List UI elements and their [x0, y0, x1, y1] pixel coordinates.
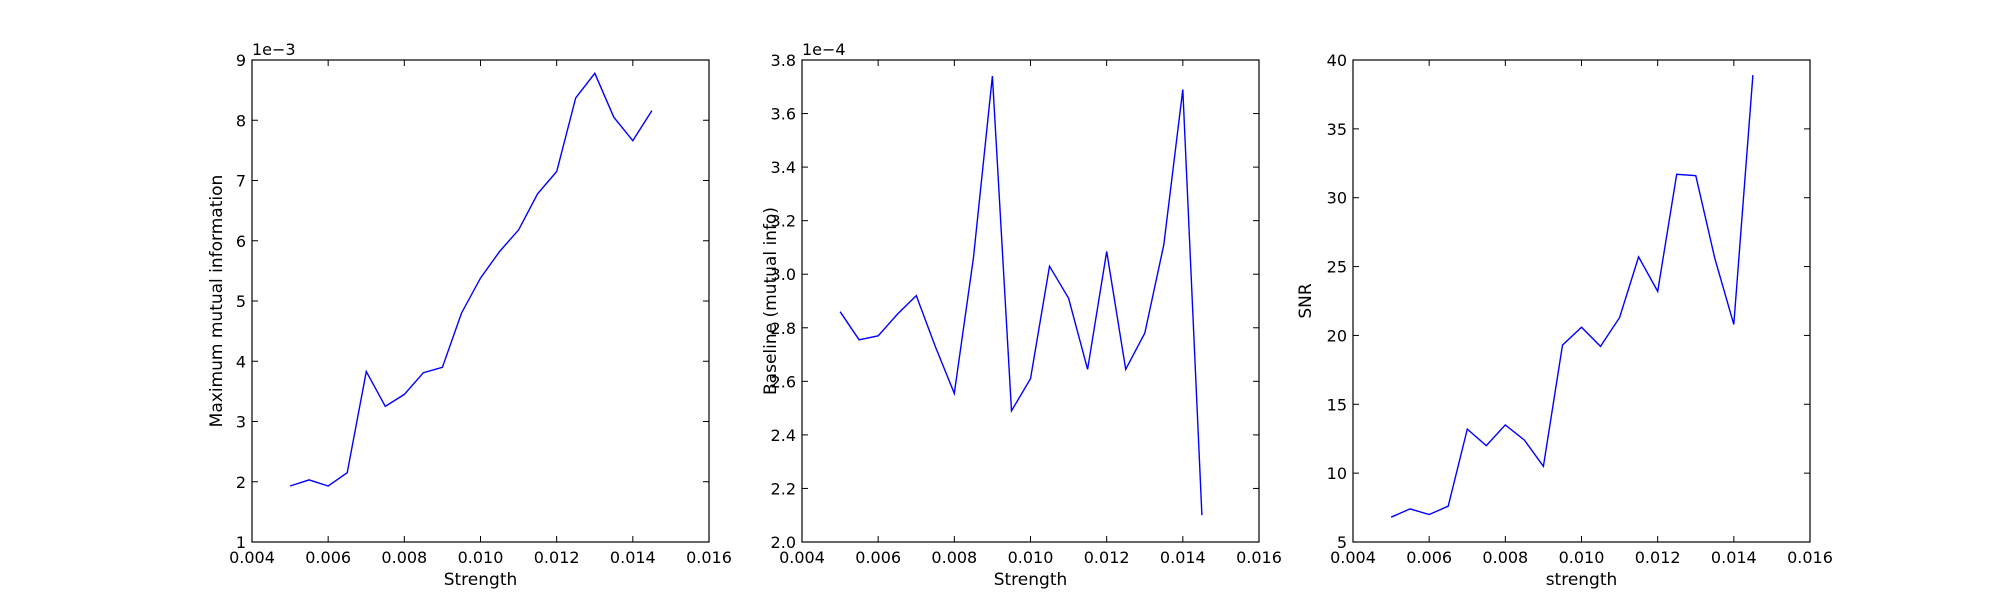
x-tick-label: 0.016 [1787, 548, 1833, 567]
x-tick-label: 0.010 [458, 548, 504, 567]
y-tick-label: 6 [236, 232, 246, 251]
y-tick-label: 8 [236, 111, 246, 130]
x-tick-label: 0.004 [779, 548, 825, 567]
x-tick-label: 0.014 [1160, 548, 1206, 567]
y-tick-label: 2 [236, 473, 246, 492]
axis-multiplier: 1e−3 [252, 40, 296, 59]
chart-panel-2: 0.004 0.006 0.008 0.010 0.012 0.014 0.016 2.0 2.… [761, 40, 1282, 590]
x-tick-label: 0.008 [381, 548, 427, 567]
y-tick-label: 7 [236, 172, 246, 191]
y-tick-label: 15 [1327, 395, 1347, 414]
plot-frame [251, 59, 710, 543]
x-tick-label: 0.006 [1406, 548, 1452, 567]
x-tick-label: 0.012 [1084, 548, 1130, 567]
x-axis-label: Strength [994, 570, 1068, 590]
y-tick-label: 20 [1327, 326, 1347, 345]
y-tick-label: 2.2 [771, 479, 796, 498]
x-tick-label: 0.016 [1236, 548, 1282, 567]
series-line [839, 76, 1203, 516]
x-tick-label: 0.012 [534, 548, 580, 567]
y-tick-label: 4 [236, 352, 246, 371]
y-tick-label: 40 [1327, 51, 1347, 70]
y-tick-label: 5 [1337, 533, 1347, 552]
x-tick-label: 0.014 [1711, 548, 1757, 567]
x-tick-label: 0.010 [1559, 548, 1605, 567]
y-tick-label: 3.2 [771, 212, 796, 231]
y-tick-label: 3.4 [771, 158, 796, 177]
x-tick-label: 0.016 [686, 548, 732, 567]
plot-frame [1352, 59, 1811, 543]
x-tick-label: 0.006 [305, 548, 351, 567]
y-tick-label: 3 [236, 413, 246, 432]
x-tick-label: 0.004 [229, 548, 275, 567]
x-tick-label: 0.008 [931, 548, 977, 567]
y-tick-label: 25 [1327, 258, 1347, 277]
x-tick-label: 0.012 [1635, 548, 1681, 567]
y-axis-label: Maximum mutual information [207, 175, 227, 428]
y-tick-label: 35 [1327, 120, 1347, 139]
y-tick-label: 10 [1327, 464, 1347, 483]
x-tick-label: 0.008 [1482, 548, 1528, 567]
y-tick-label: 1 [236, 533, 246, 552]
y-tick-label: 3.6 [771, 105, 796, 124]
y-tick-label: 3.0 [771, 265, 796, 284]
x-axis-label: strength [1546, 570, 1618, 590]
x-tick-label: 0.004 [1330, 548, 1376, 567]
y-tick-label: 30 [1327, 189, 1347, 208]
x-axis-label: Strength [444, 570, 518, 590]
plot-frame [801, 59, 1260, 543]
y-tick-label: 2.8 [771, 319, 796, 338]
y-axis-label: Baseline (mutual info) [761, 207, 781, 395]
y-tick-label: 5 [236, 292, 246, 311]
y-tick-label: 2.6 [771, 372, 796, 391]
series-line [1390, 75, 1754, 518]
y-axis-label: SNR [1296, 283, 1316, 319]
y-tick-label: 2.4 [771, 426, 796, 445]
chart-panel-1: 0.004 0.006 0.008 0.010 0.012 0.014 0.016 1 2 3 4 5… [207, 40, 732, 590]
axis-multiplier: 1e−4 [802, 40, 846, 59]
series-line [289, 71, 653, 487]
x-tick-label: 0.014 [610, 548, 656, 567]
x-tick-label: 0.006 [855, 548, 901, 567]
x-tick-label: 0.010 [1008, 548, 1054, 567]
y-tick-label: 2.0 [771, 533, 796, 552]
y-tick-label: 3.8 [771, 51, 796, 70]
chart-panel-3: 0.004 0.006 0.008 0.010 0.012 0.014 0.016 5 10 15… [1296, 51, 1833, 590]
y-tick-label: 9 [236, 51, 246, 70]
